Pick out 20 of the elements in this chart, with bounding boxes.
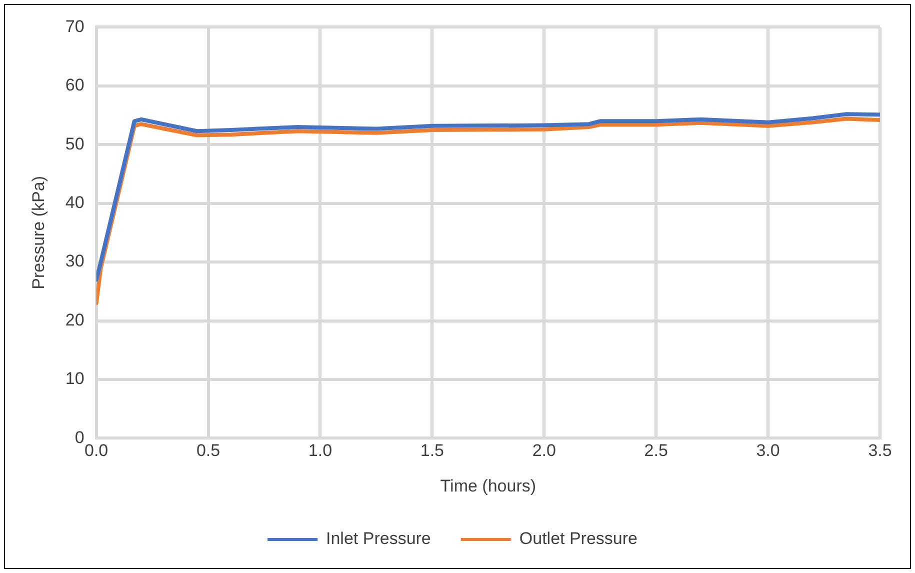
- y-tick-label: 40: [65, 193, 84, 212]
- y-axis-title: Pressure (kPa): [28, 176, 48, 290]
- y-tick-label: 70: [65, 16, 84, 36]
- y-tick-label: 30: [65, 252, 84, 271]
- x-tick-label: 1.5: [420, 441, 444, 460]
- x-tick-label: 2.5: [644, 441, 668, 460]
- x-tick-label: 0.5: [196, 441, 220, 460]
- x-tick-label: 1.0: [308, 441, 332, 460]
- y-tick-label: 60: [65, 76, 84, 95]
- x-axis-title: Time (hours): [440, 476, 536, 496]
- y-tick-label: 10: [65, 369, 84, 388]
- x-tick-label: 3.5: [868, 441, 892, 460]
- y-tick-label: 20: [65, 310, 84, 330]
- y-tick-label: 50: [65, 134, 84, 154]
- y-tick-label: 0: [74, 428, 84, 447]
- x-tick-label: 0.0: [84, 441, 108, 460]
- x-tick-label: 3.0: [756, 441, 780, 460]
- x-tick-label: 2.0: [532, 441, 556, 460]
- legend-label: Outlet Pressure: [519, 529, 638, 548]
- legend-label: Inlet Pressure: [326, 529, 431, 548]
